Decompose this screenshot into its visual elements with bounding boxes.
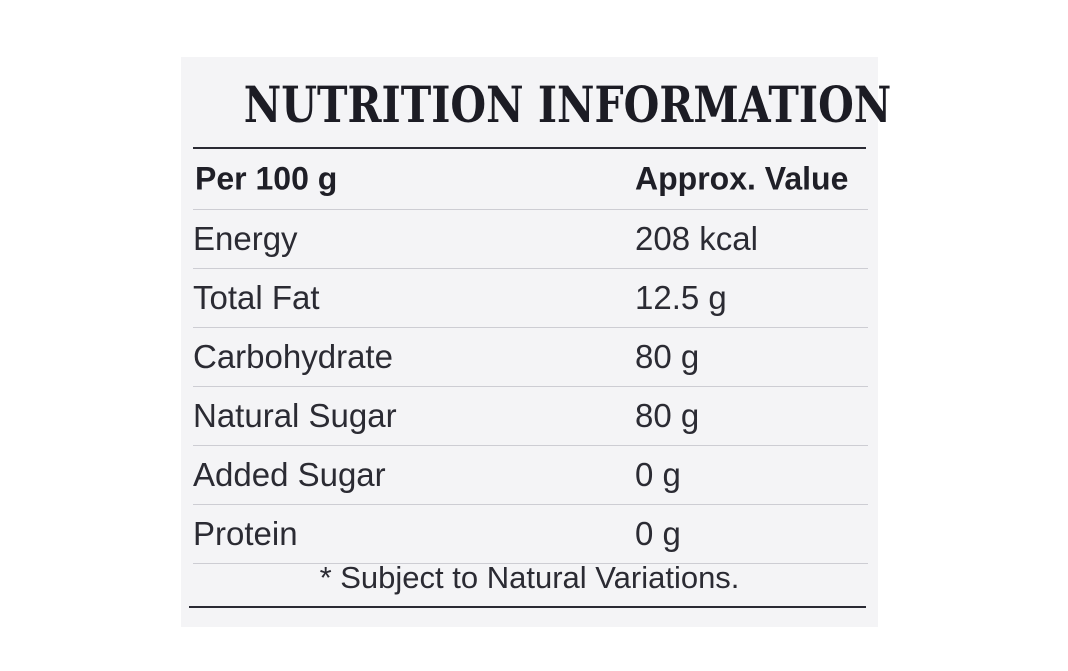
nutrient-value: 12.5 g (635, 279, 727, 316)
nutrient-name: Added Sugar (193, 456, 386, 493)
nutrition-table: Per 100 g Approx. Value Energy 208 kcal … (193, 149, 868, 564)
header-value: Approx. Value (635, 160, 849, 197)
nutrition-label: NUTRITION INFORMATION Per 100 g Approx. … (181, 57, 892, 627)
footnote: * Subject to Natural Variations. (319, 560, 740, 595)
nutrient-value: 80 g (635, 397, 700, 434)
nutrient-value: 208 kcal (635, 220, 758, 257)
nutrient-name: Total Fat (193, 279, 320, 316)
table-header-row: Per 100 g Approx. Value (193, 149, 868, 210)
nutrient-value: 80 g (635, 338, 700, 375)
table-row-energy: Energy 208 kcal (193, 210, 868, 269)
bottom-divider (189, 606, 866, 608)
label-title: NUTRITION INFORMATION (243, 75, 892, 134)
nutrient-name: Energy (193, 220, 298, 257)
top-divider (193, 147, 866, 149)
header-basis: Per 100 g (195, 160, 338, 197)
table-row-carbohydrate: Carbohydrate 80 g (193, 328, 868, 387)
nutrient-name: Carbohydrate (193, 338, 393, 375)
table-row-total-fat: Total Fat 12.5 g (193, 269, 868, 328)
table-row-natural-sugar: Natural Sugar 80 g (193, 387, 868, 446)
table-row-protein: Protein 0 g (193, 505, 868, 564)
nutrient-value: 0 g (635, 515, 681, 552)
table-row-added-sugar: Added Sugar 0 g (193, 446, 868, 505)
nutrient-name: Natural Sugar (193, 397, 397, 434)
nutrient-name: Protein (193, 515, 298, 552)
nutrient-value: 0 g (635, 456, 681, 493)
